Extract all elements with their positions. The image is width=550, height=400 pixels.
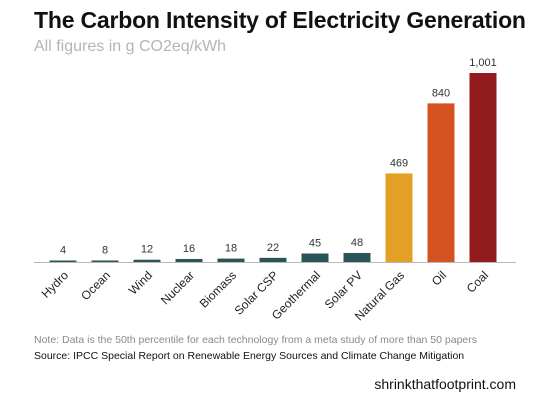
bar-solar-pv: [343, 252, 371, 262]
footnote: Note: Data is the 50th percentile for ea…: [34, 334, 477, 346]
bar-geothermal: [301, 253, 329, 262]
data-label: 8: [102, 244, 108, 256]
x-tick-label: Ocean: [78, 268, 113, 303]
bar-wind: [133, 259, 161, 262]
data-label: 12: [141, 244, 153, 256]
x-tick-label: Hydro: [39, 268, 72, 301]
data-label: 16: [183, 243, 195, 255]
data-label: 18: [225, 243, 237, 255]
data-label: 1,001: [469, 57, 497, 69]
bar-biomass: [217, 258, 245, 262]
bar-oil: [427, 103, 455, 263]
bar-solar-csp: [259, 257, 287, 262]
bar-nuclear: [175, 258, 203, 262]
data-label: 840: [432, 87, 450, 99]
data-label: 4: [60, 245, 66, 257]
bar-ocean: [91, 260, 119, 262]
x-tick-label: Oil: [429, 268, 449, 288]
data-label: 22: [267, 242, 279, 254]
data-label: 48: [351, 237, 363, 249]
website-credit: shrinkthatfootprint.com: [374, 376, 516, 392]
chart-subtitle: All figures in g CO2eq/kWh: [34, 38, 227, 55]
x-tick-label: Biomass: [197, 268, 239, 310]
bar-hydro: [49, 260, 77, 262]
bar-natural-gas: [385, 173, 413, 262]
x-tick-label: Nuclear: [158, 268, 197, 307]
x-tick-label: Coal: [464, 268, 491, 295]
x-tick-label: Solar PV: [322, 268, 365, 311]
data-label: 45: [309, 238, 321, 250]
source-text: Source: IPCC Special Report on Renewable…: [34, 350, 465, 362]
x-tick-label: Wind: [126, 268, 155, 297]
chart-title: The Carbon Intensity of Electricity Gene…: [34, 7, 526, 33]
data-label: 469: [390, 157, 408, 169]
bar-coal: [469, 73, 497, 262]
